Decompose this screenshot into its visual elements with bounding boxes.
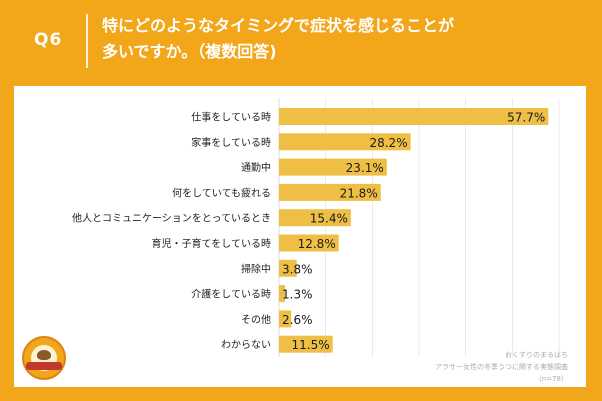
value-label: 12.8% — [298, 237, 336, 251]
category-label: 仕事をしている時 — [191, 111, 271, 124]
header-divider — [86, 14, 88, 68]
category-label: 家事をしている時 — [191, 136, 271, 149]
bar-chart: 仕事をしている時 57.7% 家事をしている時 28.2% 通勤中 23.1% 何をしていて… — [72, 98, 560, 357]
bar — [279, 234, 339, 252]
value-label: 21.8% — [340, 186, 378, 200]
value-label: 23.1% — [346, 161, 384, 175]
category-label: その他 — [241, 313, 271, 326]
bar — [279, 209, 351, 227]
bar — [279, 285, 286, 303]
category-label: 掃除中 — [241, 262, 271, 275]
category-label: わからない — [221, 339, 271, 351]
title-line-1: 特にどのようなタイミングで症状を感じることが — [102, 16, 455, 35]
value-label: 11.5% — [292, 338, 330, 352]
value-label: 3.8% — [282, 262, 313, 276]
source-name: おくすりのまるはち — [505, 351, 568, 359]
value-label: 57.7% — [507, 111, 545, 125]
category-label: 通勤中 — [241, 161, 271, 174]
value-label: 28.2% — [369, 136, 407, 150]
category-label: 他人とコミュニケーションをとっているとき — [72, 212, 271, 225]
header-banner: Q6 特にどのようなタイミングで症状を感じることが 多いですか。（複数回答) — [0, 0, 602, 80]
bar — [279, 133, 411, 151]
value-label: 2.6% — [282, 313, 313, 327]
value-label: 15.4% — [310, 212, 348, 226]
source-survey: アラサー女性の冬季うつに関する実態調査 — [435, 363, 568, 371]
category-label: 育児・子育てをしている時 — [152, 237, 272, 250]
bar — [279, 335, 333, 353]
category-label: 介護をしている時 — [191, 288, 271, 301]
value-label: 1.3% — [282, 288, 313, 302]
logo-band — [26, 362, 62, 370]
title-line-2: 多いですか。（複数回答) — [102, 42, 277, 61]
bar — [279, 108, 549, 125]
source-sample-size: （n=78） — [534, 375, 568, 383]
chart-card: 仕事をしている時 57.7% 家事をしている時 28.2% 通勤中 23.1% 何をしていて… — [14, 86, 586, 387]
question-number: Q6 — [34, 30, 63, 50]
brand-logo — [22, 336, 66, 380]
question-title: 特にどのようなタイミングで症状を感じることが 多いですか。（複数回答) — [102, 13, 572, 65]
bar — [279, 158, 387, 176]
category-label: 何をしていても疲れる — [172, 186, 271, 199]
bar — [279, 259, 297, 277]
logo-character-icon — [37, 350, 51, 360]
bar — [279, 310, 292, 328]
bar — [279, 183, 381, 201]
